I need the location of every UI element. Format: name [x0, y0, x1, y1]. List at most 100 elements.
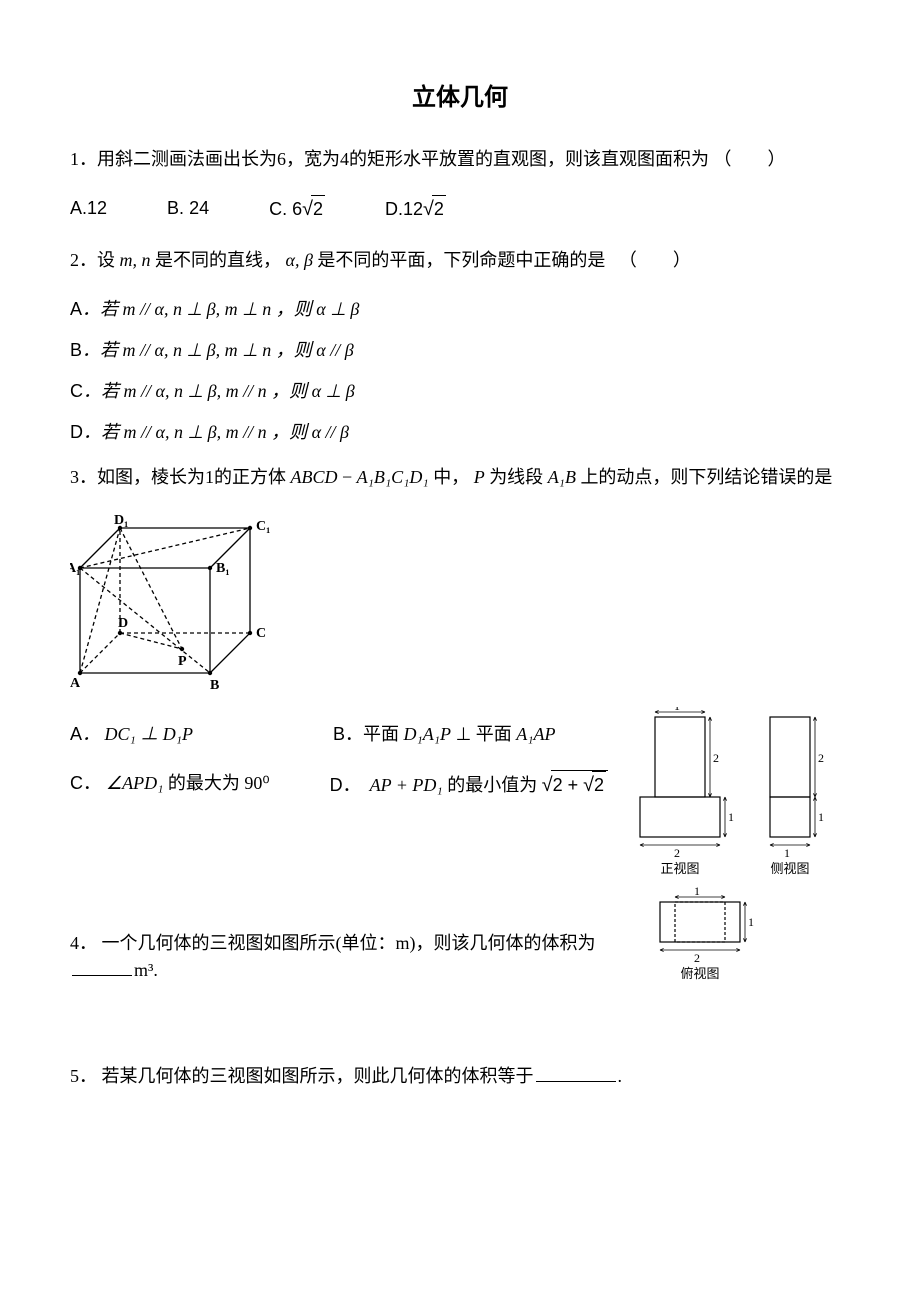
q1-c-rad: 2 [311, 195, 325, 223]
question-3: 3．如图，棱长为1的正方体 ABCD − A₁B₁C₁D₁ 中， P 为线段 A… [70, 464, 850, 491]
q1-options: A.12 B. 24 C. 62 D.122 [70, 195, 850, 225]
q2-opt-d: D．若 m // α, n ⊥ β, m // n ，则 α // β [70, 419, 850, 446]
question-1: 1．用斜二测画法画出长为6，宽为4的矩形水平放置的直观图，则该直观图面积为 （ … [70, 146, 850, 173]
q3-b-e2: A₁AP [516, 724, 555, 744]
svg-text:正视图: 正视图 [660, 861, 699, 876]
q1-a-label: A. [70, 198, 87, 218]
q2-prefix: ．设 [79, 250, 115, 270]
q2-c-label: C [70, 381, 83, 401]
q1-c-coef: 6 [292, 199, 302, 219]
q3-mid2: 为线段 [489, 467, 548, 487]
svg-text:D₁: D₁ [114, 513, 128, 528]
svg-text:俯视图: 俯视图 [680, 966, 719, 981]
page-title: 立体几何 [70, 80, 850, 116]
q3-a-expr: ． DC₁ ⊥ D₁P [82, 724, 193, 744]
svg-text:2: 2 [713, 751, 719, 765]
q3-d-outer: 2 + 2 [551, 770, 608, 801]
q3-d-mid: 的最小值为 [443, 775, 542, 795]
q1-text-prefix: ．用斜二测画法画出长为6，宽为4的矩形水平放置的直观图，则该直观图面积为 [79, 149, 709, 169]
svg-text:侧视图: 侧视图 [770, 861, 809, 876]
question-4: 4． 一个几何体的三视图如图所示(单位：m)，则该几何体的体积为m³. [70, 930, 610, 984]
svg-text:1: 1 [728, 810, 734, 824]
q1-opt-d: D.12 2 [385, 195, 446, 225]
q3-opt-b: B．平面 D₁A₁P ⊥ 平面 A₁AP [333, 721, 555, 748]
q3-prefix: ．如图，棱长为1的正方体 [79, 467, 291, 487]
q1-a-value: 12 [87, 198, 107, 218]
q1-c-label: C. [269, 199, 287, 219]
q1-number: 1 [70, 149, 79, 169]
q1-opt-c: C. 62 [269, 195, 325, 225]
q2-number: 2 [70, 250, 79, 270]
q2-b-cond: ．若 m // α, n ⊥ β, m ⊥ n ，则 α // β [82, 340, 354, 360]
q5-text: 若某几何体的三视图如图所示，则此几何体的体积等于 [97, 1066, 534, 1086]
q2-opt-c: C．若 m // α, n ⊥ β, m // n ，则 α ⊥ β [70, 378, 850, 405]
q2-mn: m, n [120, 250, 151, 270]
q3-dash: − [338, 467, 357, 487]
q2-mid1: 是不同的直线， [155, 250, 281, 270]
q2-d-label: D [70, 422, 83, 442]
q4-text: 一个几何体的三视图如图所示(单位：m)，则该几何体的体积为 [97, 933, 596, 953]
q3-mid1: 中， [433, 467, 474, 487]
svg-text:1: 1 [784, 846, 790, 860]
q1-d-coef: 12 [403, 199, 423, 219]
q1-opt-b: B. 24 [167, 195, 209, 225]
q5-number: 5． [70, 1066, 97, 1086]
q4-blank [72, 958, 132, 976]
svg-text:D: D [118, 616, 128, 631]
q2-opt-a: A．若 m // α, n ⊥ β, m ⊥ n ，则 α ⊥ β [70, 296, 850, 323]
q3-a-label: A [70, 724, 82, 744]
svg-text:1: 1 [694, 884, 700, 898]
q1-d-rad: 2 [432, 195, 446, 223]
q4-unit: m³. [134, 960, 158, 980]
q2-d-cond: ．若 m // α, n ⊥ β, m // n ，则 α // β [83, 422, 349, 442]
svg-text:2: 2 [694, 951, 700, 965]
svg-text:P: P [178, 654, 187, 669]
q4-three-view-figure: 1212正视图211侧视图112俯视图 [630, 707, 850, 1015]
q3-c-mid: 的最大为 [163, 773, 244, 793]
q3-d-label: D． [330, 775, 352, 795]
q3-seg: A₁B [548, 467, 576, 487]
svg-text:A: A [70, 676, 81, 691]
q3-opt-a: A． DC₁ ⊥ D₁P [70, 721, 193, 748]
q5-suffix: . [618, 1066, 623, 1086]
q3-b-label: B [333, 724, 345, 744]
q3-d-inner: 2 [592, 771, 606, 799]
sqrt-icon [423, 195, 434, 225]
q3-options-row1: A． DC₁ ⊥ D₁P B．平面 D₁A₁P ⊥ 平面 A₁AP [70, 721, 610, 748]
svg-text:C₁: C₁ [256, 519, 270, 534]
q2-ab: α, β [286, 250, 313, 270]
q3-opt-c: C． ∠APD₁ 的最大为 90⁰ [70, 770, 270, 801]
svg-text:1: 1 [748, 915, 754, 929]
q3-opt-d: D． AP + PD₁ 的最小值为 2 + 2 [330, 770, 608, 801]
q3-b-e1: D₁A₁P [404, 724, 452, 744]
q2-b-label: B [70, 340, 82, 360]
q1-b-label: B. [167, 198, 184, 218]
q2-a-cond: ．若 m // α, n ⊥ β, m ⊥ n ，则 α ⊥ β [82, 299, 359, 319]
q1-opt-a: A.12 [70, 195, 107, 225]
q3-options-row2: C． ∠APD₁ 的最大为 90⁰ D． AP + PD₁ 的最小值为 2 + … [70, 770, 610, 801]
q1-b-value: 24 [189, 198, 209, 218]
svg-text:2: 2 [818, 751, 824, 765]
svg-text:1: 1 [674, 707, 680, 713]
q2-options: A．若 m // α, n ⊥ β, m ⊥ n ，则 α ⊥ β B．若 m … [70, 296, 850, 446]
q3-cube-l: ABCD [291, 467, 338, 487]
sqrt-icon [542, 771, 553, 801]
three-view-diagram: 1212正视图211侧视图112俯视图 [630, 707, 850, 1007]
q3-p: P [474, 467, 485, 487]
q3-d-before: AP + PD₁ [370, 775, 443, 795]
q2-opt-b: B．若 m // α, n ⊥ β, m ⊥ n ，则 α // β [70, 337, 850, 364]
question-2: 2．设 m, n 是不同的直线， α, β 是不同的平面，下列命题中正确的是 （… [70, 247, 850, 274]
q3-c-label: C． [70, 773, 101, 793]
q2-c-cond: ．若 m // α, n ⊥ β, m // n ，则 α ⊥ β [83, 381, 355, 401]
svg-text:B: B [210, 678, 219, 693]
q1-d-label: D. [385, 199, 403, 219]
svg-text:C: C [256, 626, 266, 641]
q3-c-before: ∠APD₁ [106, 773, 163, 793]
q3-c-val: 90⁰ [244, 773, 269, 793]
svg-text:B₁: B₁ [216, 561, 230, 576]
q3-b-mid: ⊥ 平面 [451, 724, 516, 744]
sqrt-icon [583, 771, 594, 801]
q5-blank [536, 1064, 616, 1082]
q3-suffix: 上的动点，则下列结论错误的是 [580, 467, 832, 487]
svg-text:2: 2 [674, 846, 680, 860]
